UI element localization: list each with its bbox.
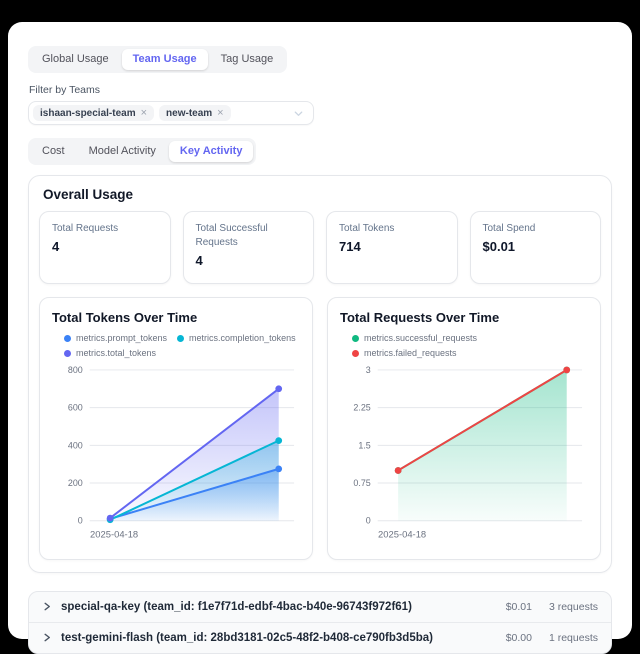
remove-chip-icon[interactable]: × <box>217 106 224 119</box>
stat-total-spend: Total Spend $0.01 <box>469 211 601 285</box>
key-row-test-gemini-flash[interactable]: test-gemini-flash (team_id: 28bd3181-02c… <box>29 621 611 653</box>
key-label: test-gemini-flash (team_id: 28bd3181-02c… <box>61 631 433 644</box>
chart-title: Total Requests Over Time <box>340 310 500 326</box>
legend-item: metrics.completion_tokens <box>177 333 296 343</box>
stat-label: Total Tokens <box>339 223 395 235</box>
svg-text:2025-04-18: 2025-04-18 <box>378 529 426 540</box>
key-label: special-qa-key (team_id: f1e7f71d-edbf-4… <box>61 600 412 613</box>
requests-over-time-chart: Total Requests Over Time metrics.success… <box>327 297 601 560</box>
tokens-chart-plot: 0 200 400 600 800 2025-04-18 <box>68 365 295 540</box>
stat-label: Total Spend <box>482 223 536 235</box>
stat-total-requests: Total Requests 4 <box>39 211 171 285</box>
stat-label: Total Requests <box>52 223 119 235</box>
stats-row: Total Requests 4 Total Successful Reques… <box>39 211 601 285</box>
svg-text:0: 0 <box>78 516 83 526</box>
team-chip-label: new-team <box>166 107 213 119</box>
filter-by-teams-label: Filter by Teams <box>29 84 100 97</box>
tokens-over-time-chart: Total Tokens Over Time metrics.prompt_to… <box>39 297 313 560</box>
key-spend: $0.01 <box>505 600 532 613</box>
stat-value: 4 <box>195 253 203 269</box>
svg-text:200: 200 <box>68 478 83 488</box>
chevron-right-icon <box>42 601 52 612</box>
key-request-count: 1 requests <box>548 631 598 644</box>
chevron-down-icon[interactable] <box>293 108 304 119</box>
activity-tabs: Cost Model Activity Key Activity <box>28 138 257 166</box>
stat-value: 4 <box>52 239 60 255</box>
chart-title: Total Tokens Over Time <box>52 310 198 326</box>
svg-text:3: 3 <box>366 365 371 375</box>
chevron-right-icon <box>42 632 52 643</box>
svg-text:400: 400 <box>68 441 83 451</box>
stat-value: 714 <box>339 239 361 255</box>
chart-legend: metrics.prompt_tokens metrics.completion_… <box>64 333 300 358</box>
key-spend: $0.00 <box>505 631 532 644</box>
stat-label: Total Successful Requests <box>195 223 268 249</box>
chart-legend: metrics.successful_requests metrics.faile… <box>352 333 588 358</box>
team-chip[interactable]: new-team × <box>159 105 231 122</box>
legend-dot-icon <box>64 349 71 357</box>
svg-text:600: 600 <box>68 403 83 413</box>
legend-item: metrics.total_tokens <box>64 348 156 358</box>
stat-value: $0.01 <box>482 239 516 255</box>
svg-text:2025-04-18: 2025-04-18 <box>90 529 138 540</box>
app-window: Global Usage Team Usage Tag Usage Filter… <box>8 22 632 654</box>
charts-row: Total Tokens Over Time metrics.prompt_to… <box>39 297 601 560</box>
tab-model-activity[interactable]: Model Activity <box>78 141 167 162</box>
legend-item: metrics.successful_requests <box>352 333 477 343</box>
keys-accordion: special-qa-key (team_id: f1e7f71d-edbf-4… <box>28 590 612 654</box>
legend-dot-icon <box>352 334 359 342</box>
legend-dot-icon <box>177 334 185 342</box>
legend-dot-icon <box>352 349 359 357</box>
key-row-special-qa-key[interactable]: special-qa-key (team_id: f1e7f71d-edbf-4… <box>29 592 611 622</box>
svg-text:2.25: 2.25 <box>353 403 370 413</box>
stat-total-tokens: Total Tokens 714 <box>326 211 458 285</box>
team-filter-select[interactable]: ishaan-special-team × new-team × <box>28 101 314 126</box>
overall-usage-title: Overall Usage <box>43 187 134 203</box>
legend-dot-icon <box>64 334 71 342</box>
tab-key-activity[interactable]: Key Activity <box>168 141 254 163</box>
team-chip-label: ishaan-special-team <box>40 107 136 119</box>
team-chip[interactable]: ishaan-special-team × <box>33 105 155 122</box>
stat-total-successful-requests: Total Successful Requests 4 <box>182 211 314 285</box>
legend-item: metrics.failed_requests <box>352 348 457 358</box>
svg-text:800: 800 <box>68 365 83 375</box>
legend-item: metrics.prompt_tokens <box>64 333 167 343</box>
svg-text:0: 0 <box>366 516 371 526</box>
tab-global-usage[interactable]: Global Usage <box>31 49 120 70</box>
key-request-count: 3 requests <box>548 600 598 613</box>
usage-scope-tabs: Global Usage Team Usage Tag Usage <box>28 46 288 74</box>
tab-tag-usage[interactable]: Tag Usage <box>210 49 285 70</box>
svg-text:1.5: 1.5 <box>358 441 370 451</box>
svg-text:0.75: 0.75 <box>353 478 370 488</box>
tab-team-usage[interactable]: Team Usage <box>121 49 208 71</box>
overall-usage-card: Overall Usage Total Requests 4 Total Suc… <box>28 175 612 573</box>
remove-chip-icon[interactable]: × <box>140 106 148 119</box>
requests-chart-plot: 0 0.75 1.5 2.25 3 2025-04-18 <box>353 365 583 540</box>
tab-cost[interactable]: Cost <box>31 141 76 162</box>
